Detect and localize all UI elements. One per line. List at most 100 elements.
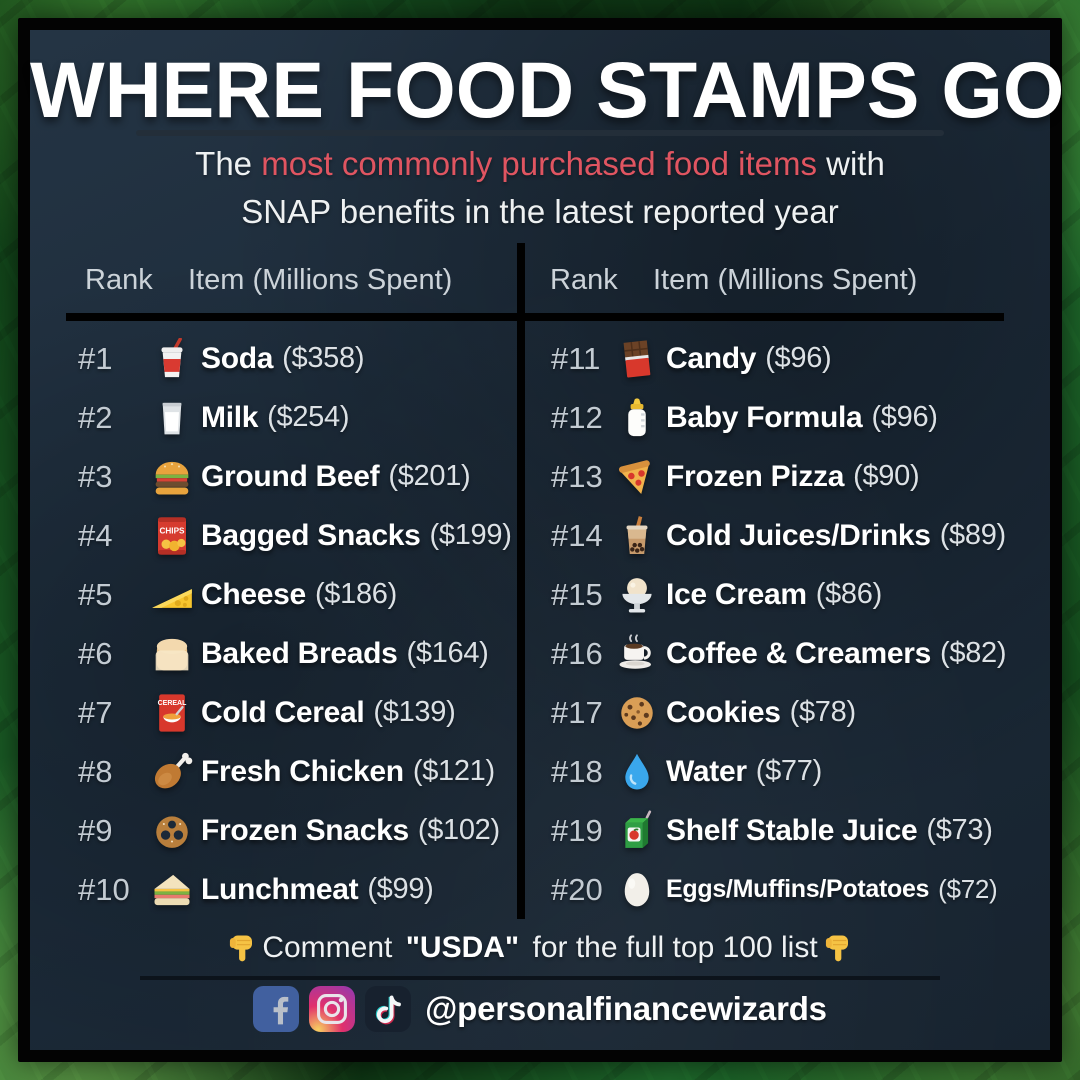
social-icons <box>253 986 411 1032</box>
rank-header: Rank <box>85 264 153 296</box>
bubble-tea-icon <box>615 514 659 558</box>
item-value: ($99) <box>367 873 434 905</box>
item-value: ($90) <box>853 460 920 492</box>
table-row: #12 Baby Formula ($96) <box>551 388 1050 447</box>
rank-header: Rank <box>550 264 618 296</box>
item-value: ($86) <box>815 578 883 610</box>
item-name: Cookies <box>666 695 781 729</box>
item-name: Baby Formula <box>666 400 863 434</box>
title-divider <box>136 130 944 136</box>
facebook-icon[interactable] <box>253 986 299 1032</box>
rank-label: #19 <box>551 812 603 848</box>
column-divider <box>517 243 525 919</box>
pizza-icon <box>615 455 659 499</box>
table-row: #7 Cold Cereal ($139) <box>78 683 517 742</box>
rank-label: #9 <box>78 812 113 848</box>
cereal-box-icon <box>150 691 194 735</box>
rank-label: #15 <box>551 576 603 612</box>
table-row: #10 Lunchmeat ($99) <box>78 860 517 919</box>
table-row: #1 Soda ($358) <box>78 329 517 388</box>
subtitle-suffix: with <box>816 145 885 182</box>
rank-label: #10 <box>78 871 130 907</box>
sandwich-icon <box>150 868 194 912</box>
item-value: ($102) <box>417 814 500 846</box>
subtitle-line1: The most commonly purchased food items w… <box>30 140 1050 188</box>
comment-cta: Comment "USDA" for the full top 100 list <box>30 931 1050 965</box>
water-drop-icon <box>615 750 659 794</box>
rank-label: #6 <box>78 635 113 671</box>
soda-cup-icon <box>150 337 194 381</box>
item-name: Frozen Pizza <box>666 459 845 493</box>
table-row: #17 Cookies ($78) <box>551 683 1050 742</box>
page-title: WHERE FOOD STAMPS GO <box>30 45 1065 134</box>
rank-label: #2 <box>78 399 113 435</box>
hand-down-icon <box>823 933 853 963</box>
rank-label: #17 <box>551 694 603 730</box>
item-name: Milk <box>201 400 259 434</box>
milk-glass-icon <box>150 396 194 440</box>
table-row: #16 Coffee & Creamers ($82) <box>551 624 1050 683</box>
item-value: ($199) <box>429 519 512 551</box>
item-name: Shelf Stable Juice <box>666 813 918 847</box>
item-value: ($72) <box>938 874 998 904</box>
item-value: ($96) <box>871 401 938 433</box>
bread-icon <box>150 632 194 676</box>
rank-label: #3 <box>78 458 113 494</box>
item-name: Cold Juices/Drinks <box>666 518 931 552</box>
subtitle: The most commonly purchased food items w… <box>30 140 1050 236</box>
item-value: ($139) <box>373 696 456 728</box>
social-handle[interactable]: @personalfinancewizards <box>425 990 827 1027</box>
pretzel-icon <box>150 809 194 853</box>
tiktok-icon[interactable] <box>365 986 411 1032</box>
instagram-icon[interactable] <box>309 986 355 1032</box>
table-row: #18 Water ($77) <box>551 742 1050 801</box>
item-header: Item (Millions Spent) <box>653 264 918 296</box>
item-name: Cold Cereal <box>201 695 365 729</box>
table-row: #9 Frozen Snacks ($102) <box>78 801 517 860</box>
item-name: Ground Beef <box>201 459 380 493</box>
item-value: ($186) <box>314 578 397 610</box>
item-value: ($82) <box>940 637 1007 669</box>
item-name: Eggs/Muffins/Potatoes <box>666 875 930 903</box>
item-header: Item (Millions Spent) <box>188 264 453 296</box>
table-row: #14 Cold Juices/Drinks ($89) <box>551 506 1050 565</box>
table-row: #8 Fresh Chicken ($121) <box>78 742 517 801</box>
rank-label: #5 <box>78 576 113 612</box>
table-row: #2 Milk ($254) <box>78 388 517 447</box>
rows-right: #11 Candy ($96) #12 Baby Formula ($96) #… <box>525 329 1050 919</box>
rank-label: #18 <box>551 753 603 789</box>
ice-cream-icon <box>615 573 659 617</box>
cheese-icon <box>150 573 194 617</box>
social-row: @personalfinancewizards <box>30 986 1050 1032</box>
subtitle-highlight: most commonly purchased food items <box>261 145 817 182</box>
table-row: #19 Shelf Stable Juice ($73) <box>551 801 1050 860</box>
rank-label: #14 <box>551 517 603 553</box>
infographic-panel: WHERE FOOD STAMPS GO The most commonly p… <box>30 30 1065 1050</box>
table-row: #6 Baked Breads ($164) <box>78 624 517 683</box>
header-underline <box>66 313 1004 321</box>
item-name: Baked Breads <box>201 636 398 670</box>
table-row: #5 Cheese ($186) <box>78 565 517 624</box>
rank-label: #8 <box>78 753 113 789</box>
rank-label: #20 <box>551 871 603 907</box>
item-name: Soda <box>201 341 274 375</box>
rows-left: #1 Soda ($358) #2 Milk ($254) #3 Ground … <box>30 329 517 919</box>
item-name: Candy <box>666 341 757 375</box>
coffee-icon <box>615 632 659 676</box>
chicken-leg-icon <box>150 750 194 794</box>
comment-prefix: Comment <box>262 931 401 964</box>
subtitle-line2: SNAP benefits in the latest reported yea… <box>241 193 839 230</box>
item-value: ($96) <box>765 342 832 374</box>
table-row: #20 Eggs/Muffins/Potatoes ($72) <box>551 860 1050 919</box>
table-row: #4 Bagged Snacks ($199) <box>78 506 517 565</box>
rank-label: #12 <box>551 399 603 435</box>
egg-icon <box>615 868 659 912</box>
item-value: ($358) <box>282 342 365 374</box>
chocolate-bar-icon <box>615 337 659 381</box>
item-name: Coffee & Creamers <box>666 636 932 670</box>
table-row: #15 Ice Cream ($86) <box>551 565 1050 624</box>
item-value: ($73) <box>926 814 993 846</box>
item-name: Lunchmeat <box>201 872 359 906</box>
column-header-right: Rank Item (Millions Spent) <box>550 264 917 297</box>
